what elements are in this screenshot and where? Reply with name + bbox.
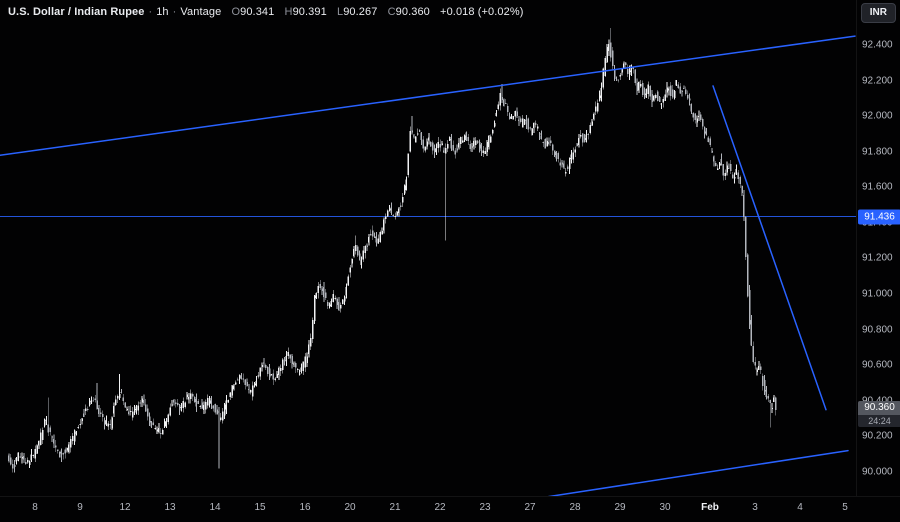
- close-value: C90.360: [387, 6, 430, 18]
- time-tick-label: 29: [614, 502, 626, 513]
- price-tick-label: 91.200: [862, 252, 893, 264]
- bar-countdown-timer: 24:24: [858, 414, 900, 427]
- separator-dot: ·: [172, 6, 177, 18]
- time-tick-label: 20: [344, 502, 356, 513]
- trendline-1[interactable]: [0, 35, 856, 157]
- price-tick-label: 90.000: [862, 466, 893, 478]
- time-tick-label: 28: [569, 502, 581, 513]
- time-tick-label: 30: [659, 502, 671, 513]
- price-tick-label: 92.000: [862, 110, 893, 122]
- trendline-2[interactable]: [712, 85, 827, 411]
- time-tick-label: Feb: [701, 502, 719, 513]
- time-tick-label: 22: [434, 502, 446, 513]
- last-price-badge: 90.360 24:24: [858, 400, 900, 427]
- time-tick-label: 21: [389, 502, 401, 513]
- broker-label[interactable]: Vantage: [180, 6, 222, 18]
- price-tick-label: 90.200: [862, 430, 893, 442]
- price-tick-label: 90.400: [862, 395, 893, 406]
- price-tick-label: 91.000: [862, 288, 893, 300]
- price-tick-label: 92.400: [862, 39, 893, 51]
- last-price-value: 90.360: [858, 400, 900, 415]
- trendline-3[interactable]: [535, 449, 849, 496]
- price-tick-label: 91.600: [862, 181, 893, 193]
- open-value: O90.341: [231, 6, 275, 18]
- time-tick-label: 5: [842, 502, 848, 513]
- symbol-info-bar: U.S. Dollar / Indian Rupee · 1h · Vantage O9…: [8, 6, 524, 18]
- price-tick-label: 90.800: [862, 324, 893, 336]
- candlestick-series: [8, 28, 777, 473]
- time-tick-label: 12: [119, 502, 131, 513]
- separator-dot: ·: [148, 6, 153, 18]
- currency-button[interactable]: INR: [860, 3, 896, 23]
- low-value: L90.267: [336, 6, 378, 18]
- time-tick-label: 9: [77, 502, 83, 513]
- timeframe-label[interactable]: 1h: [156, 6, 169, 18]
- symbol-title[interactable]: U.S. Dollar / Indian Rupee: [8, 6, 145, 18]
- time-tick-label: 23: [479, 502, 491, 513]
- time-tick-label: 27: [524, 502, 536, 513]
- time-tick-label: 4: [797, 502, 803, 513]
- price-tick-label: 90.600: [862, 359, 893, 371]
- time-axis[interactable]: 8 9 12 13 14 15 16 20 21 22 23 27 28 29 30 Feb 3 4 5: [0, 496, 900, 522]
- time-tick-label: 8: [32, 502, 38, 513]
- time-tick-label: 14: [209, 502, 221, 513]
- time-tick-label: 13: [164, 502, 176, 513]
- time-tick-label: 16: [299, 502, 311, 513]
- time-tick-label: 3: [752, 502, 758, 513]
- candlestick-chart-pane[interactable]: [0, 0, 856, 496]
- price-tick-label: 92.200: [862, 75, 893, 87]
- price-tick-label: 91.800: [862, 146, 893, 158]
- time-tick-label: 15: [254, 502, 266, 513]
- price-axis[interactable]: 92.40092.20092.00091.80091.60091.40091.2…: [856, 0, 900, 496]
- price-line-value-badge: 91.436: [858, 209, 900, 224]
- price-change: +0.018 (+0.02%): [440, 6, 524, 18]
- high-value: H90.391: [284, 6, 327, 18]
